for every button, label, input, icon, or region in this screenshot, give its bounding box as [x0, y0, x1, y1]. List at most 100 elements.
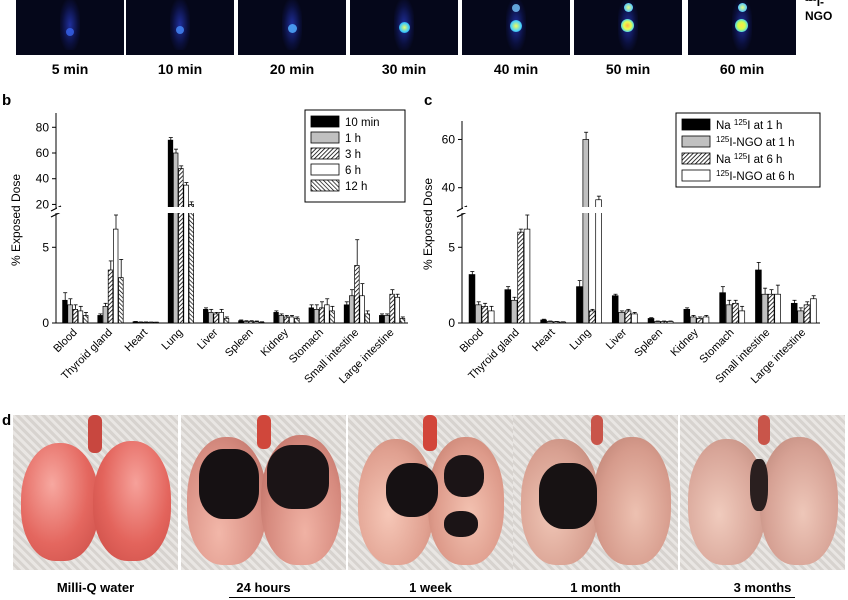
- y-tick-label: 5: [448, 240, 455, 254]
- bar-lung: [595, 199, 602, 324]
- legend-label: 10 min: [345, 117, 380, 129]
- category-label: Spleen: [632, 327, 665, 360]
- bar-kidney: [689, 316, 697, 324]
- bar-lung: [576, 286, 583, 324]
- bar-kidney: [273, 312, 279, 324]
- y-tick-label: 0: [448, 316, 455, 330]
- bar-stomach: [324, 304, 330, 324]
- bar-kidney: [696, 318, 703, 324]
- bar-lung: [188, 204, 194, 324]
- bar-stomach: [732, 302, 739, 324]
- scan-image-40min: [462, 0, 570, 55]
- bar-spleen: [238, 320, 244, 324]
- y-tick-label: 40: [442, 181, 456, 195]
- bar-kidney: [702, 316, 710, 324]
- lung-photo-1week: [348, 415, 513, 570]
- bar-small-intestine: [359, 295, 365, 324]
- bar-spleen: [248, 321, 254, 324]
- photo-label-milliq: Milli-Q water: [56, 580, 135, 595]
- bar-liver: [208, 312, 214, 324]
- panel-letter-b: b: [2, 92, 12, 109]
- bar-small-intestine: [761, 293, 769, 324]
- bar-liver: [618, 312, 625, 324]
- category-label: Liver: [195, 326, 221, 352]
- bar-stomach: [319, 307, 325, 324]
- bar-small-intestine: [767, 293, 775, 324]
- category-label: Heart: [123, 327, 151, 355]
- bar-small-intestine: [755, 269, 762, 324]
- y-tick-label: 60: [36, 146, 50, 160]
- bar-large-intestine: [797, 310, 804, 324]
- legend-label: 12 h: [345, 181, 367, 193]
- bar-liver: [624, 310, 632, 324]
- time-label-60min: 60 min: [719, 61, 765, 77]
- bar-large-intestine: [384, 315, 390, 324]
- bar-blood: [481, 305, 489, 324]
- bar-small-intestine: [343, 304, 350, 324]
- bar-kidney: [294, 318, 300, 324]
- panel-letter-d: d: [2, 412, 12, 429]
- scan-image-50min: [574, 0, 682, 55]
- scan-image-5min: [16, 0, 124, 55]
- bar-lung: [173, 152, 179, 324]
- bar-liver: [611, 295, 619, 324]
- bar-thyroid-gland: [113, 228, 119, 324]
- photo-label-3months: 3 months: [733, 580, 792, 595]
- bar-large-intestine: [379, 315, 385, 324]
- bar-liver: [218, 312, 224, 324]
- category-label: Blood: [458, 327, 486, 355]
- bar-spleen: [654, 321, 661, 324]
- legend-swatch: [310, 163, 340, 176]
- bar-blood: [487, 310, 495, 324]
- y-tick-label: 40: [36, 172, 50, 186]
- axis-break-gap: [57, 207, 409, 213]
- bar-large-intestine: [394, 296, 400, 324]
- bar-spleen: [660, 321, 668, 324]
- bar-spleen: [259, 321, 265, 324]
- lung-photo-milliq: [13, 415, 178, 570]
- legend-label: 125I-NGO at 1 h: [716, 135, 795, 149]
- legend-label: Na 125I at 6 h: [716, 152, 782, 166]
- bar-thyroid-gland: [523, 228, 531, 324]
- category-label: Liver: [604, 326, 630, 352]
- scan-image-60min: [688, 0, 796, 55]
- bar-stomach: [308, 307, 314, 324]
- bar-thyroid-gland: [510, 299, 518, 324]
- y-tick-label: 80: [36, 120, 50, 134]
- y-axis-label: % Exposed Dose: [421, 178, 435, 270]
- legend-label: 125I-NGO at 6 h: [716, 169, 795, 183]
- bar-heart: [559, 321, 567, 324]
- bar-large-intestine: [790, 302, 798, 324]
- legend-label: 1 h: [345, 133, 361, 145]
- bar-blood: [77, 310, 84, 324]
- bar-liver: [631, 313, 638, 324]
- bar-lung: [178, 168, 184, 324]
- photo-label-24h: 24 hours: [236, 580, 291, 595]
- y-tick-label: 20: [36, 197, 50, 211]
- bar-blood: [72, 309, 78, 324]
- category-label: Lung: [568, 327, 594, 353]
- time-label-50min: 50 min: [605, 61, 651, 77]
- bar-liver: [223, 318, 230, 324]
- legend-label: 6 h: [345, 165, 361, 177]
- scan-image-30min: [350, 0, 458, 55]
- bar-stomach: [725, 304, 733, 324]
- bar-blood: [83, 315, 89, 324]
- bar-blood: [62, 299, 68, 324]
- legend-swatch: [310, 131, 340, 144]
- category-label: Heart: [530, 327, 558, 355]
- bar-spleen: [243, 321, 249, 324]
- bar-heart: [540, 319, 547, 324]
- scan-image-10min: [126, 0, 234, 55]
- photo-label-1week: 1 week: [409, 580, 452, 595]
- lung-photo-1month: [513, 415, 678, 570]
- legend-label: 3 h: [345, 149, 361, 161]
- legend-swatch: [310, 147, 340, 160]
- bar-liver: [213, 313, 219, 324]
- y-axis-label: % Exposed Dose: [9, 174, 23, 266]
- bar-thyroid-gland: [102, 305, 108, 324]
- category-label: Kidney: [669, 326, 702, 359]
- bar-lung: [183, 184, 189, 324]
- time-label-10min: 10 min: [157, 61, 203, 77]
